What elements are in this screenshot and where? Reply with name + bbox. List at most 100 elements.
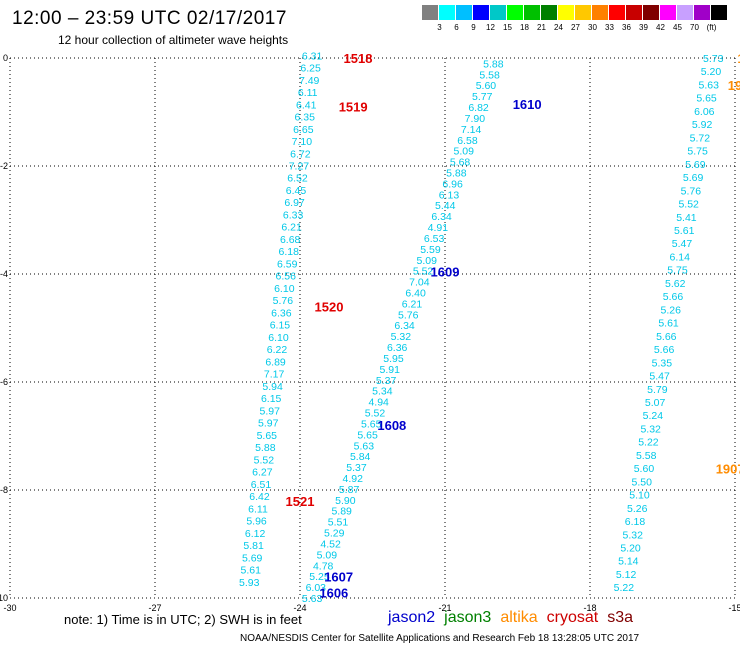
color-scale-label: 30 xyxy=(588,23,597,32)
wave-height-value: 6.11 xyxy=(298,87,318,99)
pass-time-label: 1610 xyxy=(513,97,542,112)
legend-jason2: jason2 xyxy=(388,609,436,626)
pass-time-label: 1519 xyxy=(339,100,368,115)
y-tick-label: -4 xyxy=(0,269,8,279)
wave-height-value: 5.96 xyxy=(246,516,267,528)
y-tick-label: -6 xyxy=(0,377,8,387)
wave-height-value: 5.52 xyxy=(678,199,699,211)
chart-subtitle: 12 hour collection of altimeter wave hei… xyxy=(58,33,289,47)
wave-height-value: 6.18 xyxy=(278,246,299,258)
wave-height-value: 5.94 xyxy=(262,381,283,393)
wave-height-value: 6.40 xyxy=(405,288,426,300)
wave-height-value: 5.77 xyxy=(472,91,493,103)
wave-height-value: 5.47 xyxy=(649,371,670,383)
color-scale-label: 12 xyxy=(486,23,495,32)
wave-height-value: 6.59 xyxy=(277,258,298,270)
wave-height-value: 6.36 xyxy=(387,342,408,354)
wave-height-value: 6.21 xyxy=(402,298,423,310)
wave-height-value: 5.75 xyxy=(667,265,688,277)
wave-height-value: 5.76 xyxy=(681,185,702,197)
wave-height-value: 5.37 xyxy=(376,375,397,387)
color-swatch xyxy=(456,5,472,20)
color-swatch xyxy=(677,5,693,20)
wave-height-value: 5.52 xyxy=(413,266,434,278)
wave-height-value: 6.65 xyxy=(293,124,314,136)
wave-height-value: 5.32 xyxy=(391,331,412,343)
pass-time-label: 1609 xyxy=(431,264,460,279)
wave-height-value: 5.66 xyxy=(656,331,677,343)
wave-height-value: 5.65 xyxy=(257,430,278,442)
wave-height-value: 5.60 xyxy=(634,463,655,475)
pass-time-label: 1520 xyxy=(315,299,344,314)
color-swatch xyxy=(524,5,540,20)
wave-height-value: 5.32 xyxy=(640,423,661,435)
wave-height-value: 6.27 xyxy=(252,467,273,479)
x-tick-label: -24 xyxy=(293,603,306,613)
wave-height-value: 5.12 xyxy=(616,569,637,581)
wave-height-value: 5.41 xyxy=(676,212,697,224)
wave-height-value: 5.92 xyxy=(692,119,713,131)
wave-height-value: 5.88 xyxy=(483,58,504,70)
wave-height-value: 5.20 xyxy=(701,66,722,78)
color-swatch xyxy=(473,5,489,20)
wave-height-value: 6.10 xyxy=(274,283,295,295)
wave-height-value: 5.81 xyxy=(243,540,264,552)
color-swatch xyxy=(558,5,574,20)
wave-height-value: 5.97 xyxy=(259,405,280,417)
wave-height-value: 5.47 xyxy=(672,238,693,250)
wave-height-value: 6.53 xyxy=(424,233,445,245)
wave-height-value: 6.11 xyxy=(248,503,268,515)
wave-height-value: 5.07 xyxy=(645,397,666,409)
wave-height-value: 5.20 xyxy=(620,543,641,555)
wave-height-value: 6.15 xyxy=(261,393,282,405)
wave-height-value: 5.65 xyxy=(357,429,378,441)
wave-height-value: 5.87 xyxy=(339,484,360,496)
wave-height-value: 7.17 xyxy=(264,369,285,381)
wave-height-value: 5.34 xyxy=(372,386,393,398)
wave-height-value: 5.73 xyxy=(703,53,724,65)
wave-height-value: 5.51 xyxy=(328,517,349,529)
wave-height-value: 6.96 xyxy=(442,178,463,190)
legend-jason3: jason3 xyxy=(444,609,492,626)
wave-height-value: 5.90 xyxy=(335,495,356,507)
legend-altika: altika xyxy=(500,609,538,626)
pass-time-label: 1608 xyxy=(377,418,406,433)
wave-height-value: 5.69 xyxy=(242,552,263,564)
wave-height-value: 5.10 xyxy=(629,490,650,502)
y-tick-label: -10 xyxy=(0,593,8,603)
wave-height-value: 6.34 xyxy=(394,320,415,332)
chart-title: 12:00 – 23:59 UTC 02/17/2017 xyxy=(12,8,287,29)
color-scale-label: 18 xyxy=(520,23,529,32)
color-scale-label: 15 xyxy=(503,23,512,32)
wave-height-value: 6.25 xyxy=(300,63,321,75)
footnote: note: 1) Time is in UTC; 2) SWH is in fe… xyxy=(64,612,302,627)
color-scale-label: 36 xyxy=(622,23,631,32)
wave-height-value: 6.51 xyxy=(251,479,272,491)
legend-cryosat: cryosat xyxy=(546,609,599,626)
color-swatch xyxy=(609,5,625,20)
wave-height-value: 5.35 xyxy=(652,357,673,369)
wave-height-value: 6.13 xyxy=(439,189,460,201)
wave-height-value: 6.56 xyxy=(276,271,297,283)
color-swatch xyxy=(439,5,455,20)
wave-height-value: 5.58 xyxy=(636,450,657,462)
color-swatch xyxy=(711,5,727,20)
wave-height-value: 6.34 xyxy=(431,211,452,223)
wave-height-value: 6.12 xyxy=(245,528,266,540)
color-scale-label: 24 xyxy=(554,23,563,32)
wave-height-value: 6.42 xyxy=(249,491,270,503)
pass-time-label: 19 xyxy=(737,51,740,66)
wave-height-value: 4.91 xyxy=(428,222,449,234)
wave-height-value: 5.14 xyxy=(618,556,639,568)
wave-height-value: 6.15 xyxy=(270,320,291,332)
color-swatch xyxy=(694,5,710,20)
pass-time-label: 19 xyxy=(728,78,740,93)
wave-height-value: 5.61 xyxy=(674,225,695,237)
credit-footer: NOAA/NESDIS Center for Satellite Applica… xyxy=(240,633,640,644)
color-scale-label: 42 xyxy=(656,23,665,32)
color-scale-label: 45 xyxy=(673,23,682,32)
wave-height-value: 5.88 xyxy=(446,168,467,180)
wave-height-value: 6.03 xyxy=(306,582,327,594)
wave-height-value: 6.82 xyxy=(468,102,489,114)
